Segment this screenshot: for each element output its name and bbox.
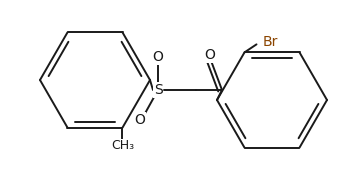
Text: Br: Br xyxy=(262,35,278,49)
Text: O: O xyxy=(152,50,163,64)
Text: O: O xyxy=(135,113,146,127)
Text: O: O xyxy=(205,48,215,62)
Text: CH₃: CH₃ xyxy=(111,139,134,152)
Text: S: S xyxy=(153,83,163,97)
